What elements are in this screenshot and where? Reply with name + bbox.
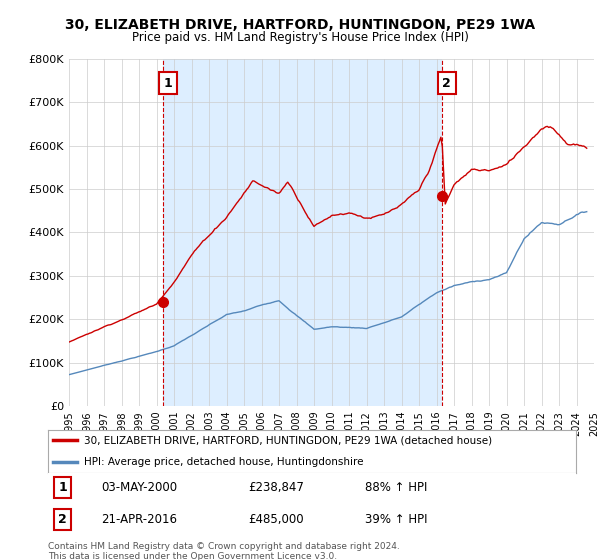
Text: £238,847: £238,847 (248, 481, 305, 494)
Text: £485,000: £485,000 (248, 513, 304, 526)
Text: 03-MAY-2000: 03-MAY-2000 (101, 481, 177, 494)
Text: 30, ELIZABETH DRIVE, HARTFORD, HUNTINGDON, PE29 1WA: 30, ELIZABETH DRIVE, HARTFORD, HUNTINGDO… (65, 18, 535, 32)
Text: 30, ELIZABETH DRIVE, HARTFORD, HUNTINGDON, PE29 1WA (detached house): 30, ELIZABETH DRIVE, HARTFORD, HUNTINGDO… (84, 436, 492, 445)
Text: 39% ↑ HPI: 39% ↑ HPI (365, 513, 427, 526)
Text: 1: 1 (58, 481, 67, 494)
Text: 2: 2 (442, 77, 451, 90)
Text: 2: 2 (58, 513, 67, 526)
Text: HPI: Average price, detached house, Huntingdonshire: HPI: Average price, detached house, Hunt… (84, 458, 364, 467)
Text: Price paid vs. HM Land Registry's House Price Index (HPI): Price paid vs. HM Land Registry's House … (131, 31, 469, 44)
Text: 88% ↑ HPI: 88% ↑ HPI (365, 481, 427, 494)
Text: 21-APR-2016: 21-APR-2016 (101, 513, 177, 526)
Bar (163, 59, 442, 406)
Text: Contains HM Land Registry data © Crown copyright and database right 2024.
This d: Contains HM Land Registry data © Crown c… (48, 542, 400, 560)
Text: 1: 1 (164, 77, 173, 90)
